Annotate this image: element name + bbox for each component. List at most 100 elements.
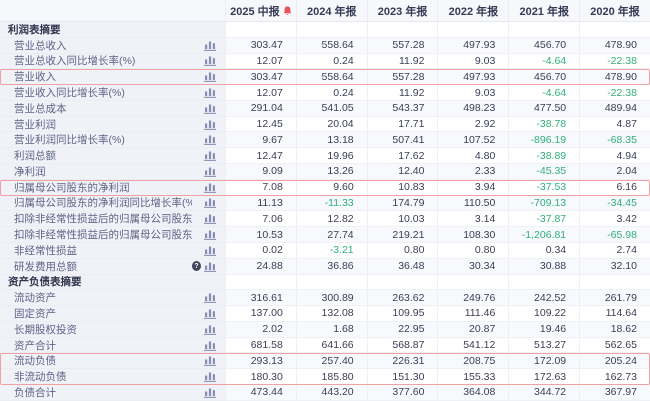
cell-value: 109.22 [508,306,580,322]
cell-value: 110.50 [437,195,509,212]
row-label: 营业利润同比增长率(%) [0,132,192,149]
cell-value: -4.64 [508,85,580,101]
cell-value: 0.24 [295,85,367,101]
cell-value: -11.33 [295,195,367,212]
empty-cell [437,22,509,38]
cell-value: -896.19 [508,132,580,149]
bar-chart-icon[interactable] [204,182,216,193]
empty-cell [366,22,438,38]
cell-value: 155.33 [437,369,509,385]
cell-value: 12.45 [225,116,296,133]
info-icon[interactable]: ? [192,261,201,272]
row-icons [192,306,225,322]
cell-value: 9.03 [437,53,509,70]
row-icons [192,369,225,385]
row-icons: ? [192,258,225,275]
cell-value: 2.33 [437,164,509,180]
cell-value: 681.58 [225,337,296,354]
cell-value: 10.83 [366,179,438,196]
bar-chart-icon[interactable] [204,371,216,382]
table-row: 流动负债 293.13 257.40 226.31 208.75 172.09 205.24 [0,353,650,370]
cell-value: -4.64 [508,53,580,70]
cell-value: 185.80 [295,369,367,385]
cell-value: 9.09 [225,164,296,180]
bar-chart-icon[interactable] [204,261,216,272]
bar-chart-icon[interactable] [204,103,216,114]
cell-value: -38.89 [508,148,580,165]
bar-chart-icon[interactable] [204,166,216,177]
row-icons [192,321,225,338]
row-label: 营业总收入同比增长率(%) [0,53,192,70]
row-label: 非流动负债 [0,369,192,385]
bar-chart-icon[interactable] [204,292,216,304]
cell-value: 0.02 [225,242,296,259]
bar-chart-icon[interactable] [204,197,216,209]
cell-value: 497.93 [437,37,509,54]
cell-value: 12.07 [225,53,296,70]
cell-value: 20.87 [437,321,509,338]
cell-value: 108.30 [437,227,509,243]
cell-value: 17.71 [366,116,438,133]
cell-value: 19.46 [508,321,580,338]
cell-value: 316.61 [225,290,296,307]
cell-value: 20.04 [295,116,367,133]
row-label: 营业总成本 [0,100,192,117]
cell-value: 557.28 [366,37,438,54]
bar-chart-icon[interactable] [204,324,216,335]
bar-chart-icon[interactable] [204,150,216,162]
bar-chart-icon[interactable] [204,71,216,83]
cell-value: 7.08 [225,179,296,196]
cell-value: 478.90 [579,37,650,54]
table-row: 长期股权投资 2.02 1.68 22.95 20.87 19.46 18.62 [0,321,650,338]
cell-value: 513.27 [508,337,580,354]
table-row: 资产合计 681.58 641.66 568.87 541.12 513.27 562.65 [0,337,650,354]
bar-chart-icon[interactable] [204,55,216,67]
cell-value: 36.48 [366,258,438,275]
section-title: 资产负债表摘要 [0,274,225,291]
table-row: 营业总收入同比增长率(%) 12.07 0.24 11.92 9.03 -4.64 -22.… [0,53,650,70]
bell-icon[interactable] [283,5,292,16]
row-label: 扣除非经常性损益后的归属母公司股东净利润同比增... [0,227,192,243]
cell-value: 489.94 [579,100,650,117]
cell-value: 291.04 [225,100,296,117]
cell-value: 541.12 [437,337,509,354]
cell-value: 263.62 [366,290,438,307]
bar-chart-icon[interactable] [204,229,216,240]
section-title: 利润表摘要 [0,22,225,38]
bar-chart-icon[interactable] [204,308,216,319]
row-icons [192,211,225,228]
cell-value: 377.60 [366,384,438,401]
table-row: 流动资产 316.61 300.89 263.62 249.76 242.52 261.79 [0,290,650,307]
row-icons [192,116,225,133]
bar-chart-icon[interactable] [204,245,216,256]
cell-value: 0.24 [295,53,367,70]
bar-chart-icon[interactable] [204,387,216,398]
bar-chart-icon[interactable] [204,355,216,367]
cell-value: 205.24 [579,353,650,370]
table-header-row: 2025 中报 2024 年报 2023 年报 2022 年报 2021 年报 … [0,0,650,22]
cell-value: 162.73 [579,369,650,385]
cell-value: 172.63 [508,369,580,385]
cell-value: 18.62 [579,321,650,338]
cell-value: 22.95 [366,321,438,338]
cell-value: 367.97 [579,384,650,401]
cell-value: 3.94 [437,179,509,196]
row-label: 营业利润 [0,116,192,133]
cell-value: 2.92 [437,116,509,133]
cell-value: 174.79 [366,195,438,212]
bar-chart-icon[interactable] [204,119,216,130]
cell-value: 10.53 [225,227,296,243]
bar-chart-icon[interactable] [204,340,216,351]
column-header-2023: 2023 年报 [366,0,438,21]
table-row: 营业利润 12.45 20.04 17.71 2.92 -38.78 4.87 [0,116,650,133]
row-label: 营业收入同比增长率(%) [0,85,192,101]
bar-chart-icon[interactable] [204,87,216,98]
bar-chart-icon[interactable] [204,134,216,146]
bar-chart-icon[interactable] [204,40,216,51]
header-corner-cell [0,0,225,21]
cell-value: 17.62 [366,148,438,165]
cell-value: 13.18 [295,132,367,149]
table-row: 营业总收入 303.47 558.64 557.28 497.93 456.70 478.9… [0,37,650,54]
cell-value: 9.60 [295,179,367,196]
bar-chart-icon[interactable] [204,213,216,225]
